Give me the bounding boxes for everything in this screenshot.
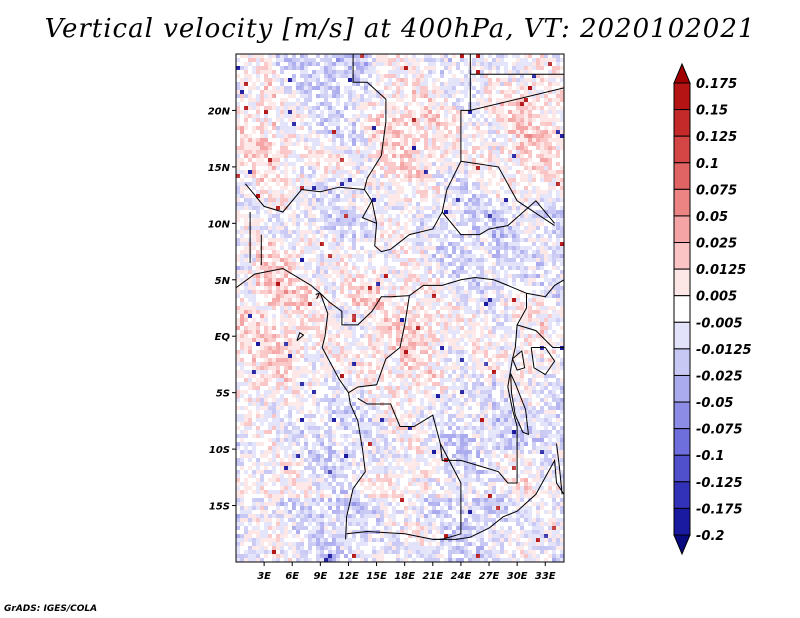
x-tick-label: 21E bbox=[422, 571, 443, 582]
colorbar-segment bbox=[673, 348, 691, 376]
colorbar-segment bbox=[673, 428, 691, 456]
y-tick-label: EQ bbox=[215, 332, 231, 343]
colorbar-label: -0.005 bbox=[696, 316, 743, 331]
y-tick-label: 15N bbox=[208, 163, 231, 174]
x-tick-label: 6E bbox=[285, 571, 299, 582]
x-tick-label: 27E bbox=[479, 571, 500, 582]
colorbar-segment bbox=[673, 242, 691, 270]
colorbar-segment bbox=[673, 401, 691, 430]
colorbar-label: -0.175 bbox=[696, 502, 743, 517]
x-tick-label: 3E bbox=[257, 571, 271, 582]
colorbar-segment bbox=[673, 268, 691, 297]
y-tick-label: 5S bbox=[216, 389, 230, 400]
colorbar-segment bbox=[673, 109, 691, 137]
colorbar-bottom-arrow bbox=[673, 534, 691, 556]
x-tick-label: 18E bbox=[394, 571, 415, 582]
colorbar-segment bbox=[673, 135, 691, 164]
colorbar-segment bbox=[673, 215, 691, 244]
colorbar-segment bbox=[673, 188, 691, 217]
chart-title: Vertical velocity [m/s] at 400hPa, VT: 2… bbox=[44, 14, 756, 44]
colorbar-label: 0.005 bbox=[696, 290, 737, 305]
colorbar-label: 0.1 bbox=[696, 157, 719, 172]
colorbar-label: -0.1 bbox=[696, 449, 724, 464]
colorbar-label: 0.125 bbox=[696, 130, 737, 145]
x-axis-ticks: 3E 6E 9E 12E 15E 18E 21E 24E 27E 30E 33E bbox=[257, 562, 556, 582]
colorbar-top-arrow bbox=[673, 62, 691, 84]
colorbar: 0.175 0.15 0.125 0.1 0.075 0.05 0.025 0.0125 0.0… bbox=[673, 62, 752, 556]
colorbar-segment bbox=[673, 82, 691, 111]
x-tick-label: 15E bbox=[366, 571, 387, 582]
y-tick-label: 10S bbox=[209, 445, 230, 456]
colorbar-segment bbox=[673, 374, 691, 403]
colorbar-label: 0.025 bbox=[696, 237, 737, 252]
x-tick-label: 12E bbox=[338, 571, 359, 582]
y-tick-label: 5N bbox=[215, 276, 231, 287]
y-tick-label: 10N bbox=[208, 219, 231, 230]
colorbar-label: 0.175 bbox=[696, 77, 737, 92]
colorbar-label: -0.075 bbox=[696, 423, 743, 438]
colorbar-segment bbox=[673, 454, 691, 483]
colorbar-segment bbox=[673, 507, 691, 536]
y-tick-label: 15S bbox=[209, 502, 230, 513]
colorbar-label: 0.0125 bbox=[696, 263, 746, 278]
colorbar-label: -0.025 bbox=[696, 369, 743, 384]
colorbar-label: 0.15 bbox=[696, 104, 728, 119]
colorbar-label: 0.05 bbox=[696, 210, 728, 225]
map-frame bbox=[235, 53, 565, 563]
country-boundaries bbox=[236, 54, 564, 540]
colorbar-label: -0.2 bbox=[696, 529, 724, 544]
colorbar-segment bbox=[673, 162, 691, 190]
grads-credit: GrADS: IGES/COLA bbox=[4, 604, 98, 614]
colorbar-segment bbox=[673, 321, 691, 350]
y-axis-ticks: 20N 15N 10N 5N EQ 5S 10S 15S bbox=[208, 106, 236, 513]
colorbar-label: -0.0125 bbox=[696, 343, 752, 358]
colorbar-label: 0.075 bbox=[696, 183, 737, 198]
x-tick-label: 33E bbox=[535, 571, 556, 582]
x-tick-label: 9E bbox=[313, 571, 327, 582]
colorbar-label: -0.05 bbox=[696, 396, 733, 411]
colorbar-segment bbox=[673, 295, 691, 323]
colorbar-segment bbox=[673, 481, 691, 509]
y-tick-label: 20N bbox=[208, 106, 231, 117]
colorbar-label: -0.125 bbox=[696, 476, 743, 491]
x-tick-label: 30E bbox=[507, 571, 528, 582]
x-tick-label: 24E bbox=[451, 571, 472, 582]
vertical-velocity-field bbox=[236, 54, 564, 562]
